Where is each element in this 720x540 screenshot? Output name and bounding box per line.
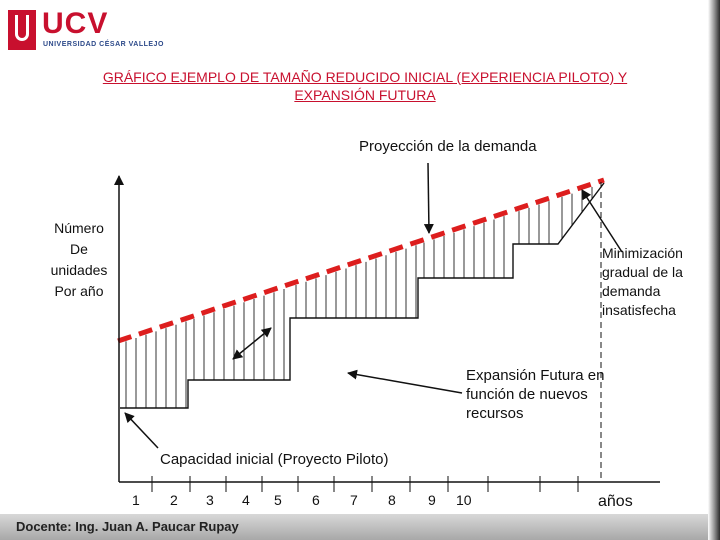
- x-tick-3: 3: [206, 492, 214, 508]
- x-tick-7: 7: [350, 492, 358, 508]
- minimization-arrow: [581, 189, 623, 253]
- x-tick-4: 4: [242, 492, 250, 508]
- x-axis-label: años: [598, 493, 633, 510]
- initial-capacity-arrow: [124, 412, 159, 449]
- x-tick-1: 1: [132, 492, 140, 508]
- y-axis-label: Número De unidades Por año: [44, 218, 114, 302]
- x-tick-5: 5: [274, 492, 282, 508]
- title-line-1: GRÁFICO EJEMPLO DE TAMAÑO REDUCIDO INICI…: [102, 69, 628, 85]
- page-title: GRÁFICO EJEMPLO DE TAMAÑO REDUCIDO INICI…: [55, 68, 675, 104]
- ucv-logo-mark: [8, 10, 36, 50]
- logo-name: UCV: [42, 7, 109, 40]
- expansion-label: Expansión Futura en función de nuevos re…: [466, 367, 605, 422]
- title-line-2: EXPANSIÓN FUTURA: [294, 87, 436, 103]
- gap-double-arrow: [232, 327, 272, 360]
- x-tick-labels: 1 2 3 4 5 6 7 8 9 10: [132, 492, 472, 508]
- y-label-line-4: Por año: [54, 283, 104, 299]
- projection-arrow: [423, 162, 434, 234]
- x-tick-6: 6: [312, 492, 320, 508]
- right-frame-shadow: [708, 0, 720, 540]
- x-tick-8: 8: [388, 492, 396, 508]
- capacity-staircase: [120, 182, 605, 409]
- x-tick-2: 2: [170, 492, 178, 508]
- x-tick-10: 10: [456, 492, 472, 508]
- logo-subtitle: UNIVERSIDAD CÉSAR VALLEJO: [43, 41, 164, 48]
- initial-capacity-label: Capacidad inicial (Proyecto Piloto): [160, 451, 389, 468]
- y-label-line-2: De: [70, 241, 88, 257]
- y-label-line-3: unidades: [50, 262, 108, 278]
- projection-label: Proyección de la demanda: [359, 138, 537, 155]
- footer-bar: Docente: Ing. Juan A. Paucar Rupay: [0, 514, 708, 540]
- footer-instructor: Docente: Ing. Juan A. Paucar Rupay: [16, 519, 239, 534]
- university-logo: UCV UNIVERSIDAD CÉSAR VALLEJO: [2, 4, 163, 56]
- expansion-arrow: [347, 369, 463, 394]
- minimization-label: Minimización gradual de la demanda insat…: [602, 245, 683, 318]
- y-label-line-1: Número: [54, 220, 104, 236]
- x-tick-9: 9: [428, 492, 436, 508]
- x-axis-ticks: [151, 476, 579, 492]
- demand-projection-line: [117, 177, 605, 344]
